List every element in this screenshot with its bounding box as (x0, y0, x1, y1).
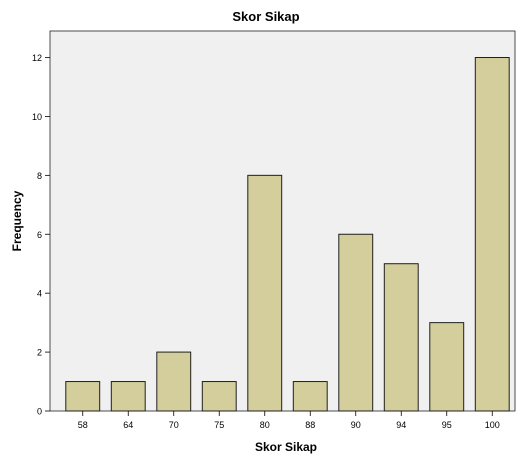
x-tick-label: 95 (442, 420, 452, 430)
bar-100 (474, 57, 510, 412)
bar-90 (338, 233, 374, 412)
bar-70 (156, 351, 192, 412)
bar-64 (110, 381, 146, 412)
y-axis: 0 2 4 6 8 10 12 (32, 53, 50, 417)
chart-title: Skor Sikap (232, 9, 299, 24)
bar-94 (383, 263, 419, 412)
x-tick-label: 70 (169, 420, 179, 430)
x-axis-label: Skor Sikap (255, 440, 317, 454)
bar-88 (292, 381, 328, 412)
x-tick-label: 75 (214, 420, 224, 430)
bar-80 (247, 174, 283, 412)
bar-75 (201, 381, 237, 412)
y-tick-label: 8 (37, 171, 42, 181)
x-tick-label: 94 (396, 420, 406, 430)
x-tick-label: 80 (260, 420, 270, 430)
x-tick-label: 90 (351, 420, 361, 430)
bar-58 (65, 381, 101, 412)
y-tick-label: 0 (37, 407, 42, 417)
y-tick-label: 4 (37, 289, 42, 299)
y-tick-label: 6 (37, 230, 42, 240)
x-axis: 58 64 70 75 80 88 90 94 95 100 (78, 411, 500, 430)
y-tick-label: 12 (32, 53, 42, 63)
x-tick-label: 100 (485, 420, 500, 430)
x-tick-label: 88 (305, 420, 315, 430)
y-tick-label: 10 (32, 112, 42, 122)
y-axis-label: Frequency (10, 190, 24, 251)
bars (65, 57, 510, 412)
bar-95 (429, 322, 465, 412)
y-tick-label: 2 (37, 348, 42, 358)
x-tick-label: 64 (123, 420, 133, 430)
x-tick-label: 58 (78, 420, 88, 430)
